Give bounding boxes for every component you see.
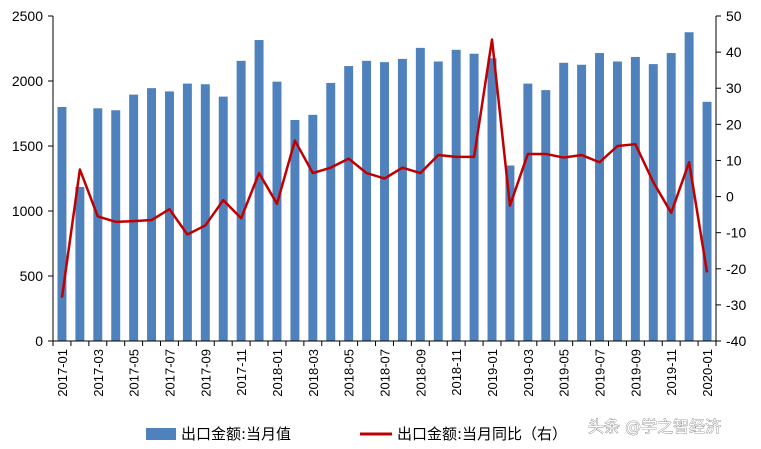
bar-2019-08 — [612, 61, 622, 341]
x-tick-label: 2018-01 — [270, 349, 285, 397]
bar-2018-04 — [326, 82, 336, 341]
right-tick-label: 50 — [726, 8, 742, 24]
bar-2018-09 — [415, 47, 425, 341]
bar-2019-07 — [595, 53, 605, 342]
bar-2017-04 — [111, 110, 121, 341]
bar-2020-01 — [702, 101, 712, 341]
bar-2019-01 — [487, 58, 497, 341]
bar-2019-09 — [630, 56, 640, 341]
x-tick-label: 2019-09 — [628, 349, 643, 397]
bar-2017-11 — [236, 60, 246, 341]
left-tick-label: 2000 — [12, 73, 43, 89]
bar-2019-02 — [505, 165, 515, 341]
right-tick-label: 20 — [726, 116, 742, 132]
axes — [52, 16, 717, 342]
x-tick-label: 2017-05 — [127, 349, 142, 397]
x-tick-label: 2018-09 — [413, 349, 428, 397]
right-tick-label: -30 — [726, 297, 746, 313]
bar-2018-05 — [344, 66, 354, 342]
legend-bar-label: 出口金额:当月值 — [181, 425, 291, 443]
line-series — [60, 38, 709, 298]
legend: 出口金额:当月值 出口金额:当月同比（右） — [146, 425, 567, 443]
bar-2019-06 — [577, 64, 587, 341]
x-tick-label: 2017-09 — [198, 349, 213, 397]
bar-2018-12 — [469, 53, 479, 341]
bar-2017-07 — [164, 91, 174, 342]
legend-line-label: 出口金额:当月同比（右） — [397, 425, 567, 443]
bar-2017-02 — [75, 186, 85, 341]
right-tick-label: 0 — [726, 189, 734, 205]
right-tick-label: -20 — [726, 261, 746, 277]
bar-2018-03 — [308, 114, 318, 341]
right-tick-label: -40 — [726, 333, 746, 349]
x-tick-label: 2017-07 — [162, 349, 177, 397]
bar-2019-12 — [684, 32, 694, 341]
left-tick-label: 2500 — [12, 8, 43, 24]
bar-2017-06 — [147, 88, 157, 342]
x-tick-label: 2018-11 — [449, 349, 464, 396]
bar-2018-01 — [272, 81, 282, 342]
x-axis-ticks: 2017-01 2017-03 2017-05 2017-07 2017-09 2017-… — [52, 341, 717, 397]
bar-2017-10 — [218, 96, 228, 341]
bar-2017-01 — [57, 107, 67, 341]
left-tick-label: 500 — [20, 268, 44, 284]
bar-2018-08 — [397, 58, 407, 342]
bar-series — [57, 32, 712, 342]
bar-2017-05 — [129, 94, 139, 342]
right-tick-label: 30 — [726, 80, 742, 96]
watermark: 头条 @学之智经济 — [588, 417, 722, 437]
x-tick-label: 2019-11 — [664, 349, 679, 396]
bar-2019-03 — [523, 83, 533, 341]
left-tick-label: 0 — [35, 333, 43, 349]
x-tick-label: 2018-03 — [306, 349, 321, 397]
bar-2019-04 — [541, 90, 551, 341]
x-tick-label: 2020-01 — [700, 349, 715, 397]
x-tick-label: 2017-11 — [234, 349, 249, 396]
right-tick-label: 10 — [726, 152, 742, 168]
bar-2019-11 — [666, 53, 676, 342]
bar-2018-02 — [290, 120, 300, 341]
x-tick-label: 2019-03 — [521, 349, 536, 397]
right-tick-label: 40 — [726, 44, 742, 60]
bar-2017-09 — [200, 84, 210, 341]
left-axis-ticks: 0 500 1000 1500 2000 2500 — [12, 8, 53, 349]
bar-2019-10 — [648, 64, 658, 341]
watermark-text: 头条 @学之智经济 — [588, 417, 721, 436]
right-axis-ticks: -40 -30 -20 -10 0 10 20 30 40 50 — [716, 8, 746, 349]
bar-2018-10 — [433, 61, 443, 341]
bar-2017-12 — [254, 40, 264, 342]
x-tick-label: 2017-01 — [55, 349, 70, 397]
legend-bar-swatch — [146, 428, 176, 440]
x-tick-label: 2017-03 — [91, 349, 106, 397]
right-tick-label: -10 — [726, 225, 746, 241]
x-tick-label: 2019-07 — [593, 349, 608, 397]
x-tick-label: 2018-07 — [378, 349, 393, 397]
bar-2017-03 — [93, 108, 103, 341]
left-tick-label: 1000 — [12, 203, 43, 219]
x-tick-label: 2018-05 — [342, 349, 357, 397]
x-tick-label: 2019-05 — [557, 349, 572, 397]
bar-2018-07 — [380, 62, 389, 342]
x-tick-label: 2019-01 — [485, 349, 500, 397]
bar-2018-06 — [362, 60, 372, 341]
bar-2019-05 — [559, 62, 569, 342]
bar-2017-08 — [182, 83, 192, 341]
bar-2018-11 — [451, 49, 461, 342]
left-tick-label: 1500 — [12, 138, 43, 154]
